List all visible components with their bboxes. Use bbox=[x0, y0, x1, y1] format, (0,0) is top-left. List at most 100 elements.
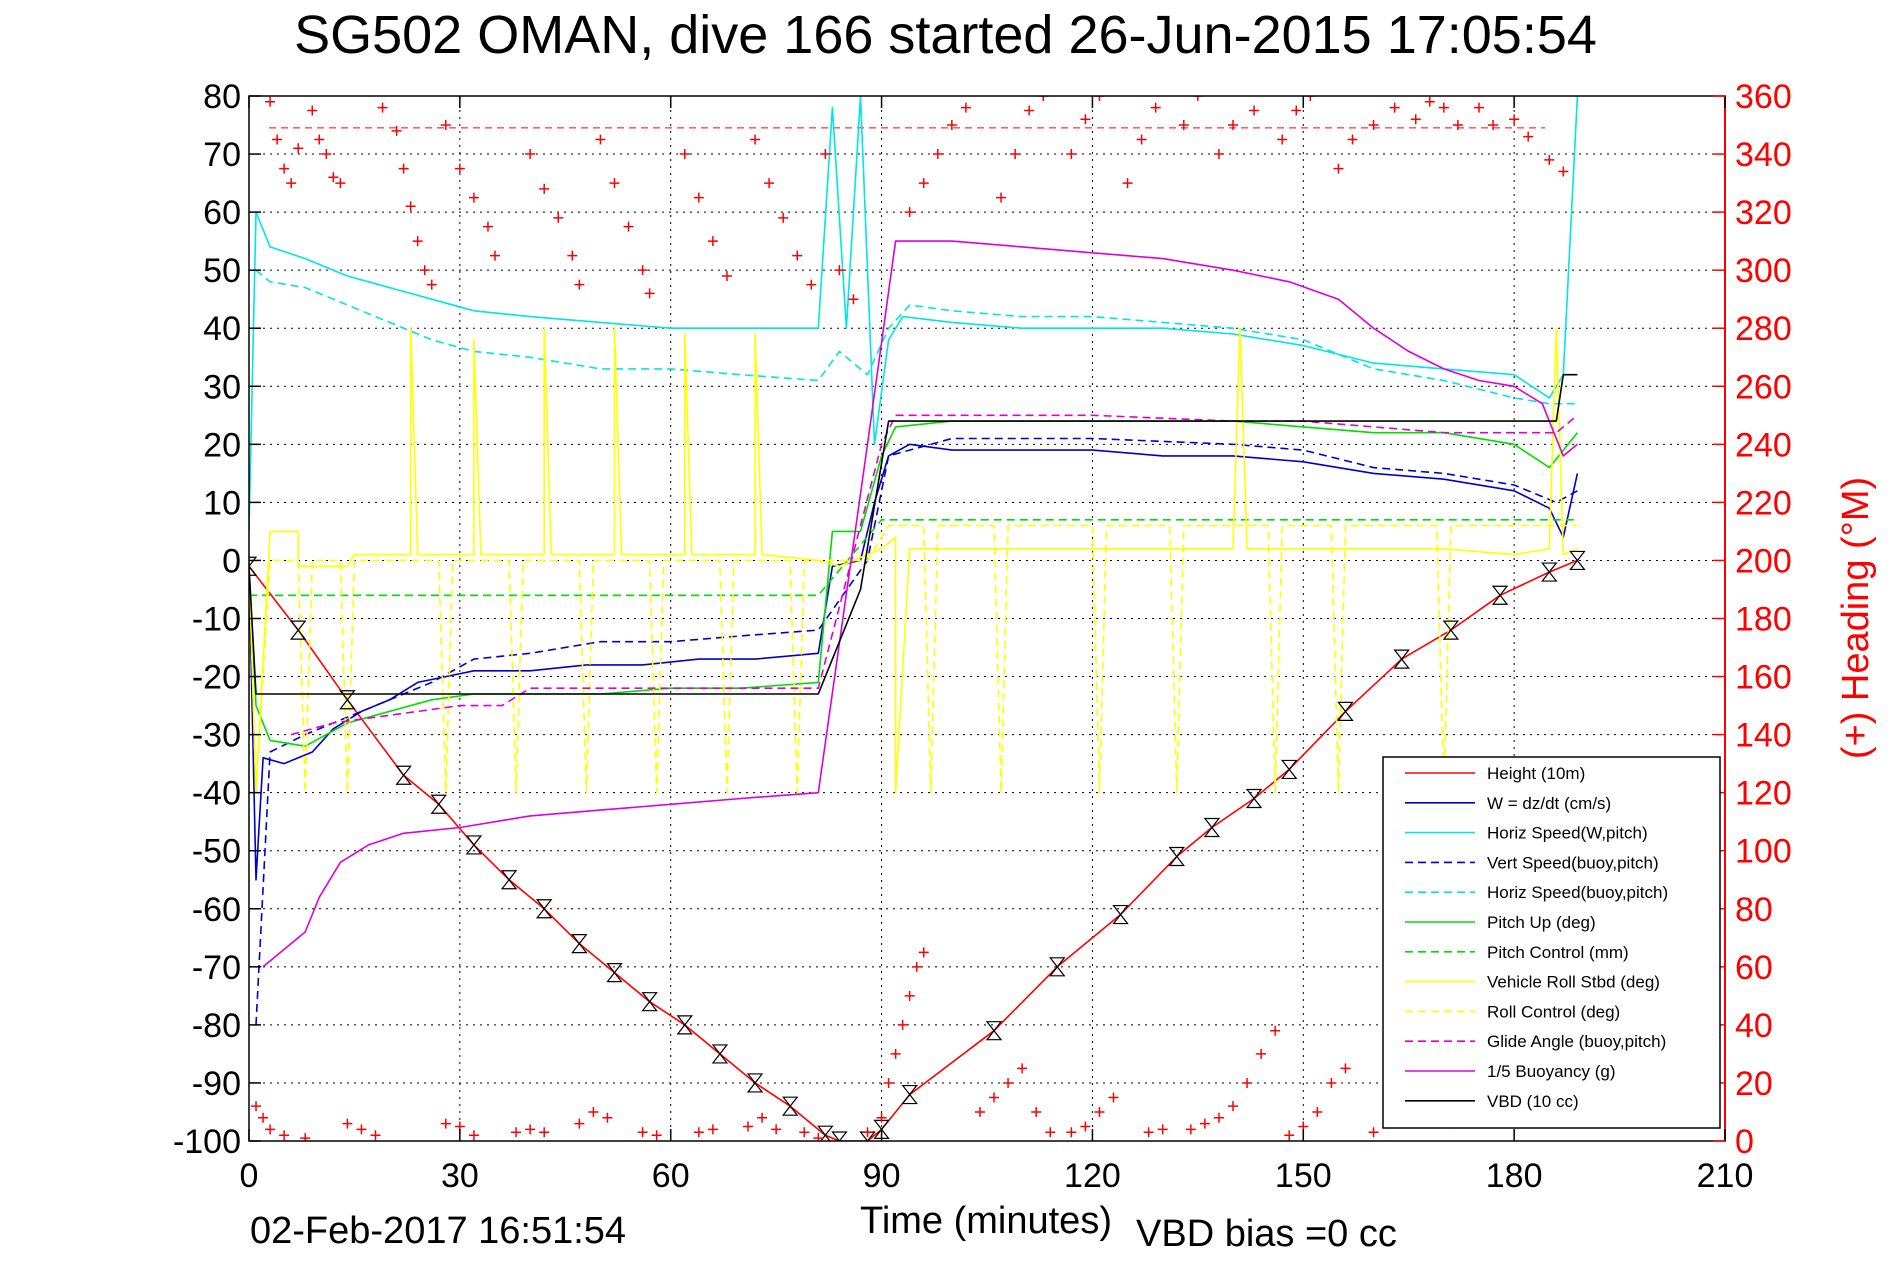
height-point bbox=[901, 1084, 918, 1105]
heading-point bbox=[525, 149, 536, 160]
heading-point bbox=[1326, 1077, 1337, 1088]
y-left-tick-label: 40 bbox=[203, 310, 241, 348]
height-point bbox=[781, 1096, 799, 1116]
heading-point bbox=[588, 1106, 599, 1117]
legend-label: Roll Control (deg) bbox=[1487, 1002, 1620, 1021]
heading-point bbox=[1143, 1127, 1154, 1138]
height-point bbox=[1541, 562, 1558, 582]
heading-point bbox=[644, 288, 655, 299]
y-right-tick-label: 140 bbox=[1735, 717, 1792, 755]
heading-point bbox=[1178, 120, 1189, 131]
heading-point bbox=[1270, 1025, 1281, 1036]
heading-point bbox=[989, 1092, 1000, 1103]
heading-point bbox=[1045, 1127, 1056, 1138]
heading-point bbox=[918, 178, 929, 189]
legend-label: Vehicle Roll Stbd (deg) bbox=[1487, 973, 1660, 992]
height-point bbox=[571, 934, 588, 954]
heading-point bbox=[412, 236, 423, 247]
heading-point bbox=[328, 172, 339, 183]
heading-point bbox=[1157, 1124, 1168, 1135]
heading-point bbox=[778, 212, 789, 223]
y-left-tick-label: -30 bbox=[192, 717, 241, 755]
height-point bbox=[535, 899, 553, 919]
heading-point bbox=[1474, 102, 1484, 113]
y-left-tick-label: 20 bbox=[203, 426, 241, 464]
heading-point bbox=[398, 163, 409, 174]
y-left-tick-label: -50 bbox=[192, 833, 241, 871]
y-right-tick-label: 180 bbox=[1735, 601, 1792, 639]
x-tick-label: 120 bbox=[1064, 1157, 1121, 1195]
series-vert-speed-buoy-pitch bbox=[255, 437, 1578, 1025]
y-right-tick-label: 360 bbox=[1735, 78, 1792, 116]
heading-point bbox=[1333, 163, 1344, 174]
heading-point bbox=[370, 1130, 381, 1141]
y-right-tick-label: 220 bbox=[1735, 484, 1792, 522]
heading-point bbox=[300, 1133, 311, 1141]
height-point bbox=[465, 835, 483, 855]
heading-point bbox=[693, 1127, 704, 1138]
heading-point bbox=[314, 134, 325, 145]
heading-point bbox=[1284, 1130, 1295, 1141]
heading-point bbox=[307, 105, 318, 116]
y-left-tick-label: -60 bbox=[192, 891, 241, 929]
x-tick-label: 180 bbox=[1486, 1157, 1543, 1195]
heading-point bbox=[918, 947, 929, 958]
legend-label: Height (10m) bbox=[1487, 764, 1585, 783]
y-right-tick-label: 320 bbox=[1735, 194, 1792, 232]
y-axis-right: 3603403203002802602402202001801601401201… bbox=[1713, 78, 1792, 1161]
heading-point bbox=[468, 192, 479, 203]
series-pitch-up-deg bbox=[249, 420, 1579, 747]
legend-label: Horiz Speed(W,pitch) bbox=[1487, 824, 1648, 843]
heading-point bbox=[820, 149, 831, 160]
height-markers bbox=[249, 550, 1586, 1141]
legend-label: Horiz Speed(buoy,pitch) bbox=[1487, 883, 1668, 902]
y-left-tick-label: 10 bbox=[203, 484, 241, 522]
y-right-tick-label: 340 bbox=[1735, 136, 1792, 174]
height-point bbox=[1281, 759, 1298, 780]
series-pitch-control-mm bbox=[249, 519, 1578, 597]
height-point bbox=[1203, 817, 1221, 838]
height-point bbox=[1442, 620, 1460, 640]
heading-point bbox=[279, 1130, 290, 1141]
heading-point bbox=[279, 163, 290, 174]
heading-point bbox=[1558, 166, 1569, 177]
height-point bbox=[831, 1131, 848, 1141]
y-right-tick-label: 40 bbox=[1735, 1007, 1773, 1045]
height-point bbox=[1049, 957, 1066, 977]
heading-point bbox=[539, 1127, 550, 1138]
heading-point bbox=[391, 125, 402, 136]
y-right-tick-label: 240 bbox=[1735, 426, 1792, 464]
heading-point bbox=[834, 265, 845, 276]
height-point bbox=[500, 870, 518, 890]
y-right-tick-label: 160 bbox=[1735, 659, 1792, 697]
heading-point bbox=[1228, 120, 1238, 131]
heading-point bbox=[1340, 1063, 1351, 1074]
heading-point bbox=[342, 1118, 353, 1129]
y-left-tick-label: 50 bbox=[203, 252, 241, 290]
heading-point bbox=[1438, 102, 1449, 113]
heading-point bbox=[693, 192, 704, 203]
height-point bbox=[1337, 701, 1354, 721]
heading-point bbox=[553, 212, 564, 223]
series-horiz-speed-buoy-pitch bbox=[255, 269, 1578, 405]
y-left-tick-label: 70 bbox=[203, 136, 241, 174]
heading-point bbox=[567, 250, 578, 261]
legend-box bbox=[1382, 756, 1721, 1129]
heading-point bbox=[813, 1133, 824, 1141]
y-left-tick-label: -90 bbox=[192, 1065, 241, 1103]
heading-point bbox=[1228, 1101, 1238, 1112]
y-right-tick-label: 0 bbox=[1735, 1123, 1754, 1161]
heading-point bbox=[799, 1127, 810, 1138]
heading-point bbox=[679, 149, 690, 160]
heading-point bbox=[806, 279, 817, 290]
y-right-tick-label: 200 bbox=[1735, 542, 1792, 580]
heading-point bbox=[1024, 105, 1035, 116]
y-left-tick-label: -100 bbox=[173, 1123, 241, 1161]
heading-point bbox=[251, 1101, 262, 1112]
heading-point bbox=[1305, 96, 1316, 101]
height-point bbox=[676, 1015, 693, 1035]
heading-point bbox=[946, 120, 957, 131]
y-right-tick-label: 60 bbox=[1735, 949, 1773, 987]
height-point bbox=[746, 1073, 764, 1093]
heading-point bbox=[356, 1124, 367, 1135]
